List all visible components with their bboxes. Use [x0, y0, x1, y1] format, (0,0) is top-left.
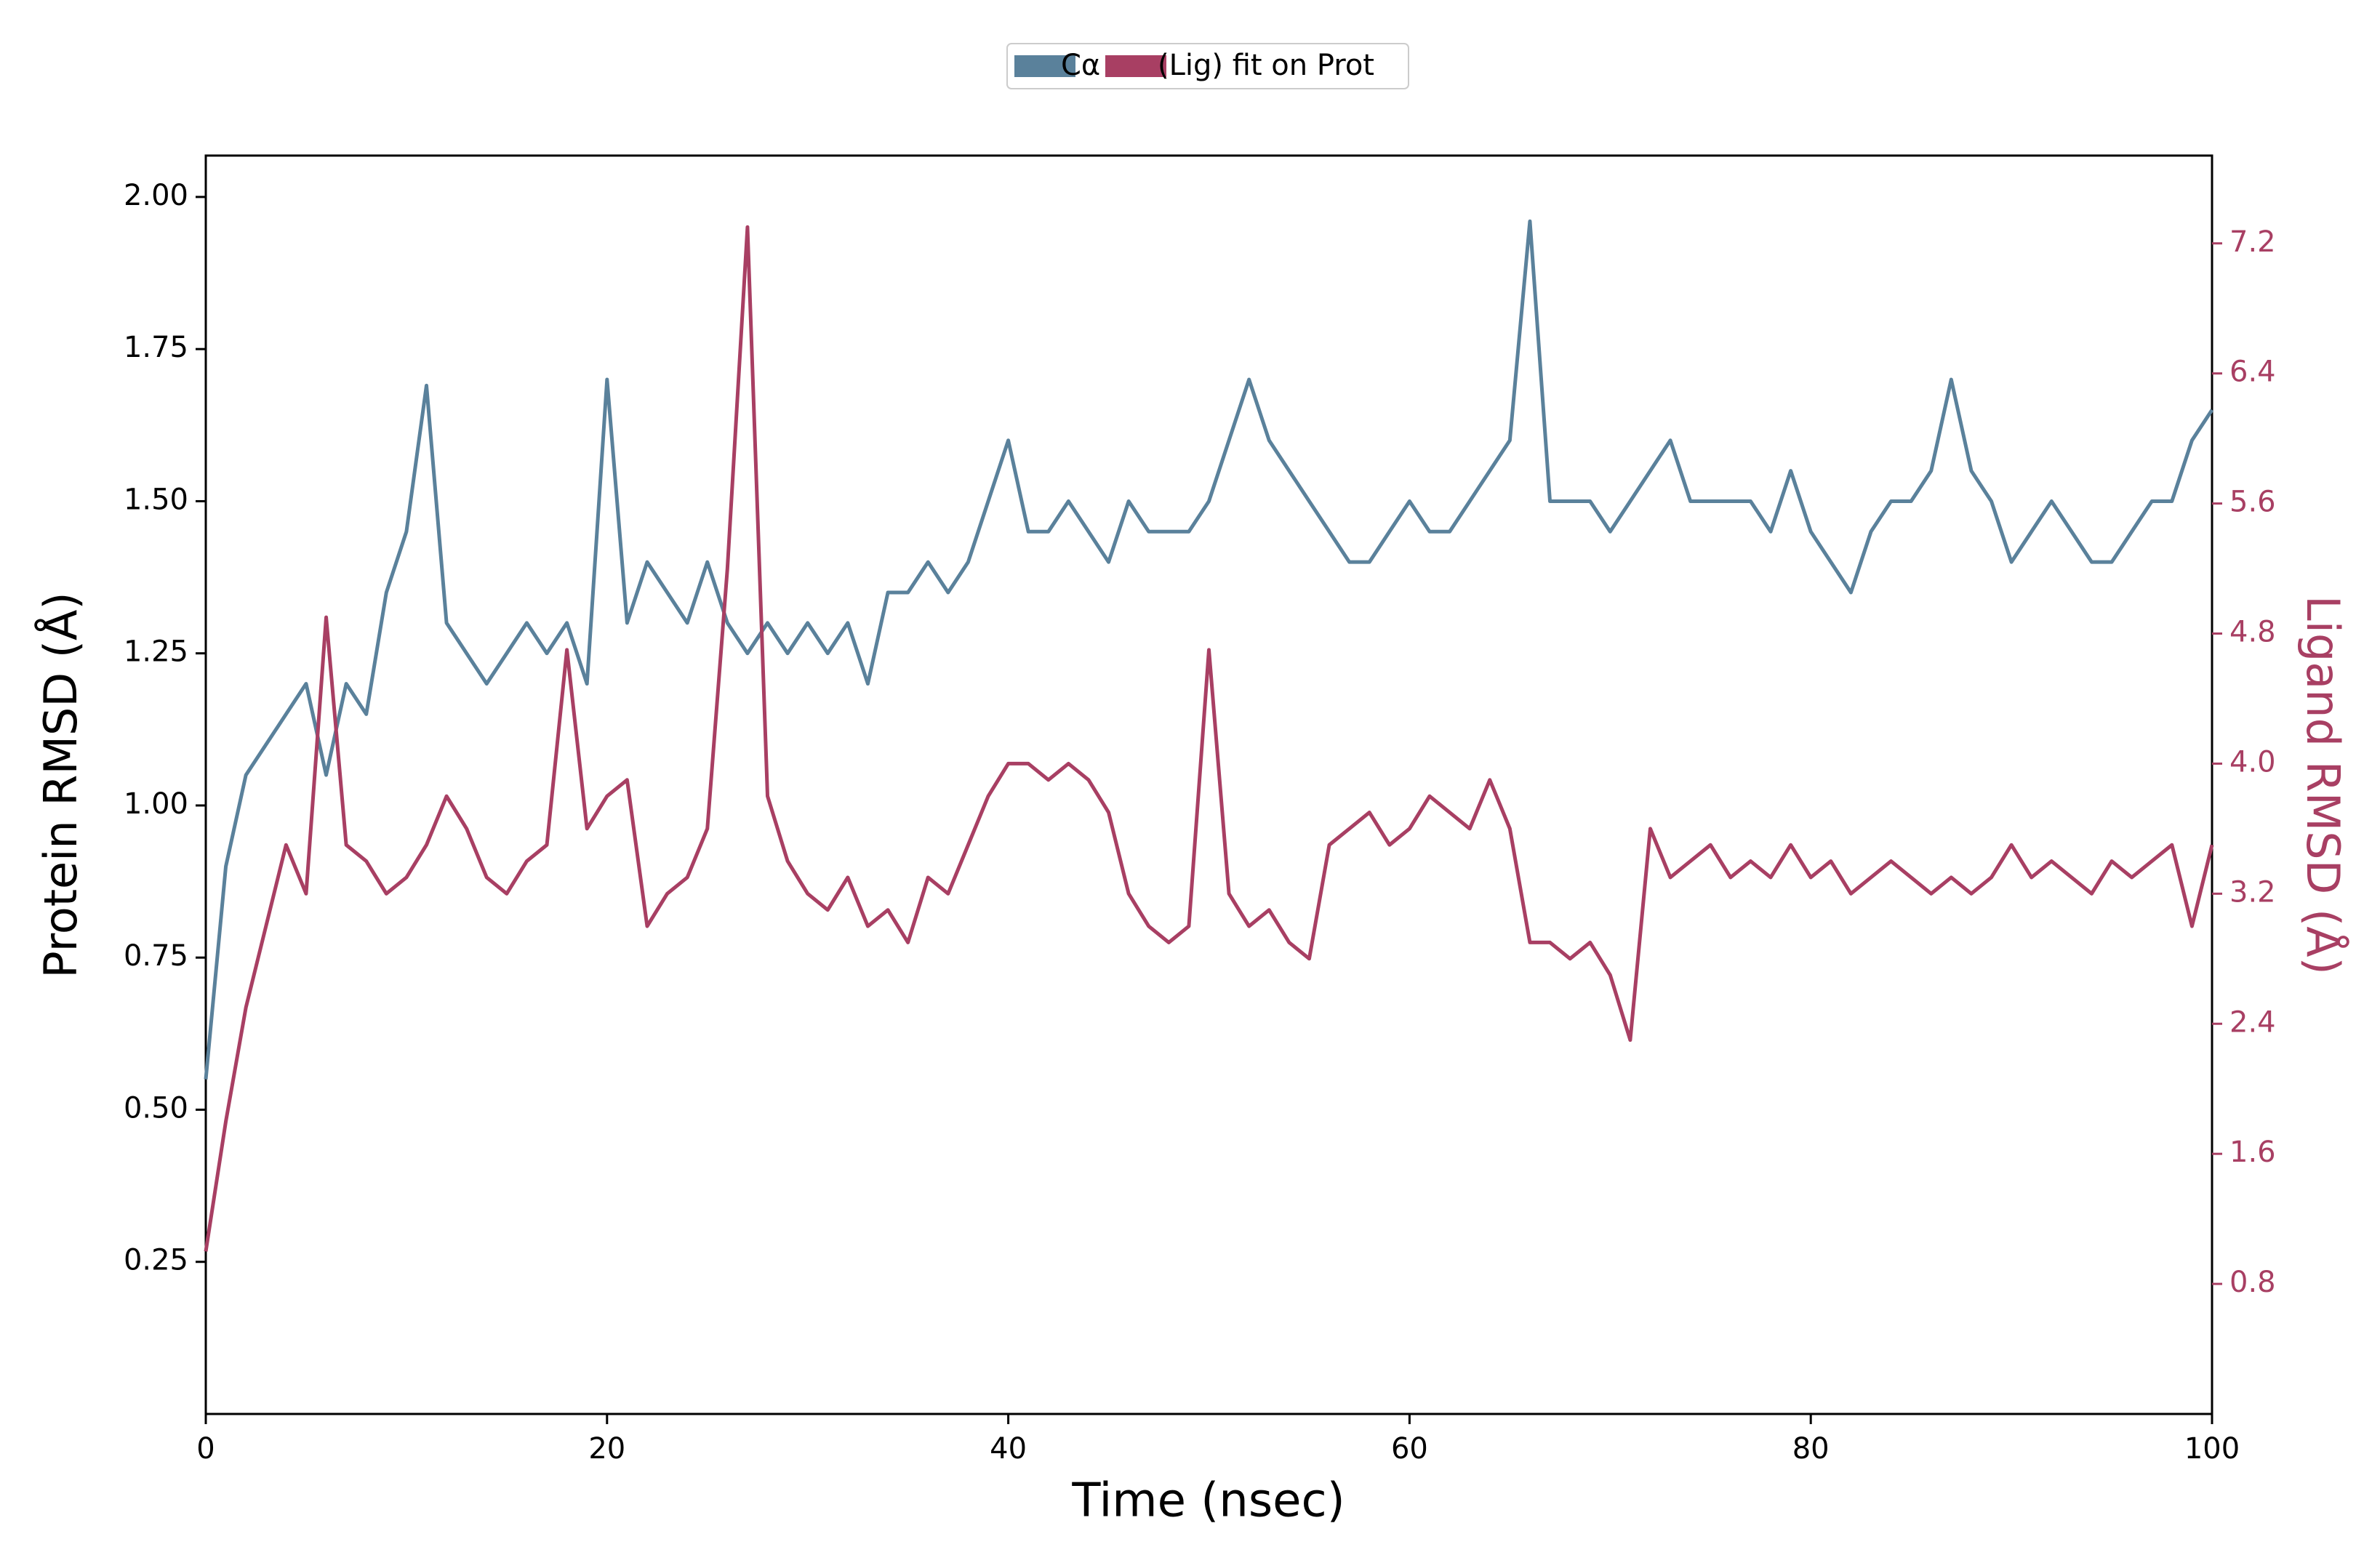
legend-label: (Lig) fit on Prot: [1158, 49, 1374, 82]
plot-frame: [204, 154, 2213, 1415]
x-tick-label: 100: [2184, 1432, 2240, 1466]
y2-tick-label: 3.2: [2229, 875, 2276, 909]
legend-box: [1006, 43, 1409, 89]
y-tick-label: 1.50: [124, 483, 188, 516]
x-tick-label: 0: [196, 1432, 215, 1466]
y-tick-label: 0.75: [124, 939, 188, 973]
y-tick-label: 2.00: [124, 179, 188, 212]
y2-tick-label: 4.8: [2229, 616, 2276, 649]
x-tick-label: 20: [588, 1432, 625, 1466]
y-tick-label: 1.00: [124, 787, 188, 821]
y-axis-label: Protein RMSD (Å): [34, 592, 87, 978]
y2-axis-label: Ligand RMSD (Å): [2296, 595, 2349, 975]
x-axis-label: Time (nsec): [1071, 1474, 1345, 1528]
y2-tick-label: 0.8: [2229, 1266, 2276, 1299]
x-tick-label: 40: [990, 1432, 1027, 1466]
y-tick-label: 1.75: [124, 331, 188, 364]
y2-tick-label: 4.0: [2229, 745, 2276, 779]
x-tick-label: 80: [1792, 1432, 1830, 1466]
y2-tick-label: 5.6: [2229, 486, 2276, 519]
y-tick-label: 0.25: [124, 1244, 188, 1277]
y2-tick-label: 2.4: [2229, 1005, 2276, 1039]
y2-tick-label: 7.2: [2229, 225, 2276, 259]
y-tick-label: 0.50: [124, 1091, 188, 1125]
line-series: [204, 225, 2214, 1252]
legend-swatch: [1105, 55, 1166, 77]
y-tick-label: 1.25: [124, 635, 188, 669]
y2-tick-label: 1.6: [2229, 1136, 2276, 1169]
legend-label: Cα: [1061, 49, 1100, 82]
line-series: [204, 219, 2214, 1080]
y2-tick-label: 6.4: [2229, 355, 2276, 389]
legend-swatch: [1014, 55, 1075, 77]
x-tick-label: 60: [1391, 1432, 1428, 1466]
